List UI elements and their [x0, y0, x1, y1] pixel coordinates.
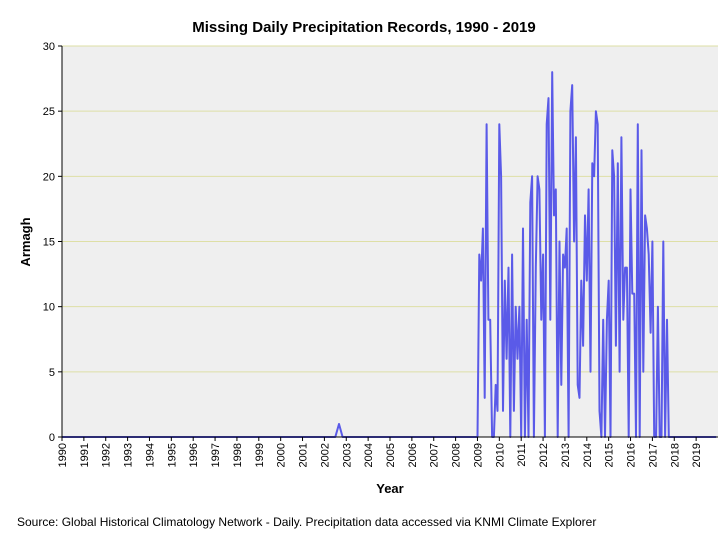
y-tick-label: 30: [43, 41, 55, 53]
x-tick-label: 2018: [669, 443, 681, 467]
x-tick-label: 2016: [626, 443, 638, 467]
x-tick-label: 1993: [123, 443, 135, 467]
x-tick-label: 2004: [363, 443, 375, 467]
source-note: Source: Global Historical Climatology Ne…: [17, 515, 596, 529]
x-tick-label: 1999: [254, 443, 266, 467]
x-tick-label: 1996: [188, 443, 200, 467]
y-tick-label: 20: [43, 171, 55, 183]
x-tick-label: 2011: [516, 443, 528, 467]
x-tick-label: 2010: [494, 443, 506, 467]
y-tick-label: 15: [43, 237, 55, 249]
x-tick-label: 2003: [341, 443, 353, 467]
y-tick-label: 10: [43, 302, 55, 314]
x-tick-label: 2007: [429, 443, 441, 467]
chart-title: Missing Daily Precipitation Records, 199…: [192, 19, 535, 36]
x-tick-label: 2009: [472, 443, 484, 467]
x-tick-label: 2000: [276, 443, 288, 467]
x-tick-label: 2002: [319, 443, 331, 467]
x-tick-label: 1994: [144, 443, 156, 467]
x-axis: 1990 1991 1992 1993 1994 1995 1996 1997 1998 1999…: [57, 437, 703, 467]
x-tick-label: 1995: [166, 443, 178, 467]
x-tick-label: 1997: [210, 443, 222, 467]
x-tick-label: 2014: [582, 443, 594, 467]
x-tick-label: 2006: [407, 443, 419, 467]
x-tick-label: 2013: [560, 443, 572, 467]
y-tick-label: 0: [49, 432, 55, 444]
x-tick-label: 2015: [604, 443, 616, 467]
x-tick-label: 2017: [647, 443, 659, 467]
y-tick-label: 5: [49, 367, 55, 379]
x-tick-label: 1990: [57, 443, 69, 467]
x-tick-label: 1992: [101, 443, 113, 467]
y-tick-label: 25: [43, 106, 55, 118]
x-axis-label: Year: [376, 481, 403, 496]
x-tick-label: 1991: [79, 443, 91, 467]
x-tick-label: 2001: [298, 443, 310, 467]
x-tick-label: 1998: [232, 443, 244, 467]
y-axis-label: Armagh: [18, 217, 33, 266]
x-tick-label: 2008: [451, 443, 463, 467]
x-tick-label: 2019: [691, 443, 703, 467]
gridlines: [62, 45, 718, 373]
y-axis: 0 5 10 15 20 25 30: [43, 41, 62, 444]
x-tick-label: 2005: [385, 443, 397, 467]
x-tick-label: 2012: [538, 443, 550, 467]
